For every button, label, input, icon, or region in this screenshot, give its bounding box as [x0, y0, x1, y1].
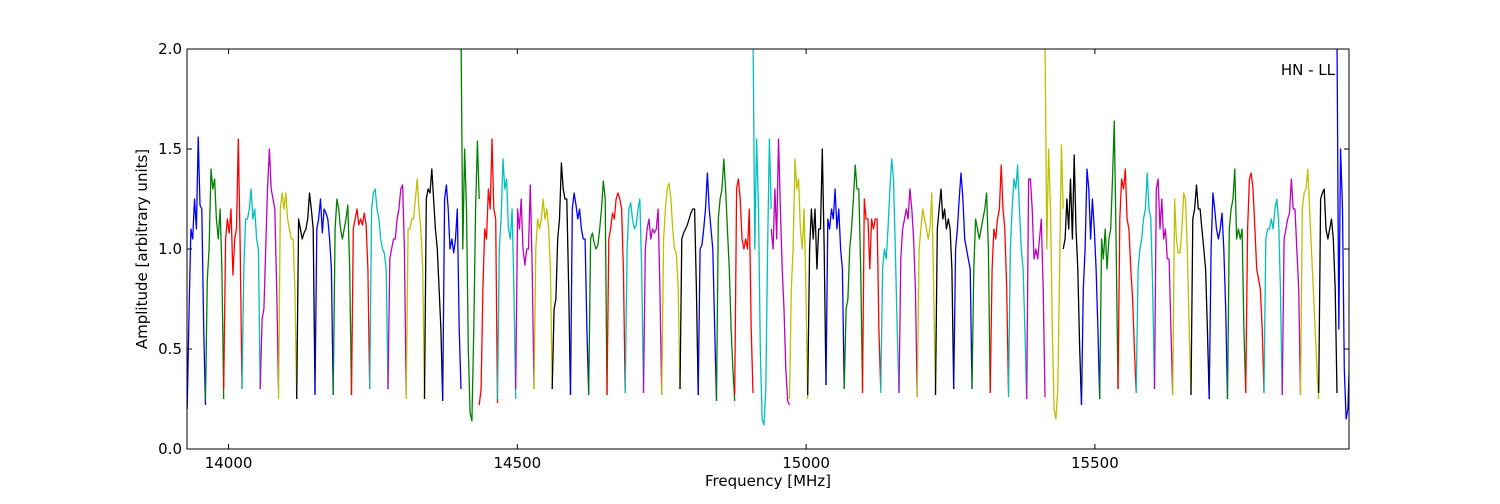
series-segment-16: [478, 138, 499, 406]
series-segment-35: [825, 188, 845, 390]
annotation-label: HN - LL: [1281, 61, 1336, 79]
series-segment-4: [259, 148, 280, 390]
series-segment-2: [223, 138, 243, 390]
y-tick-label: 2.0: [158, 40, 182, 58]
series-segment-15: [460, 49, 480, 422]
series-segment-30: [734, 178, 754, 396]
series-segment-32: [770, 138, 791, 406]
series-segment-56: [1208, 192, 1229, 400]
series-segment-60: [1281, 178, 1302, 396]
x-tick-label: 15500: [1071, 454, 1119, 472]
series-segment-39: [898, 188, 918, 398]
series-segment-58: [1245, 172, 1265, 394]
series-segment-50: [1099, 120, 1119, 400]
series-segment-57: [1226, 168, 1247, 400]
series-segment-37: [861, 198, 882, 394]
series-segment-26: [661, 182, 681, 396]
y-tick-label: 1.0: [158, 240, 182, 258]
series-segment-52: [1135, 172, 1156, 394]
series-segment-41: [934, 188, 955, 396]
series-segment-51: [1117, 168, 1137, 394]
series-segment-18: [515, 184, 535, 390]
series-segment-62: [1318, 188, 1338, 394]
series-segment-34: [807, 148, 827, 396]
x-axis-label: Frequency [MHz]: [705, 472, 831, 490]
series-segment-42: [953, 172, 973, 390]
y-tick-label: 0.0: [158, 440, 182, 458]
y-tick-label: 0.5: [158, 340, 182, 358]
series-segment-49: [1080, 168, 1101, 406]
x-tick-label: 14000: [205, 454, 253, 472]
series-segment-63: [1336, 49, 1349, 420]
series-segment-40: [916, 192, 937, 398]
series-segment-55: [1190, 184, 1210, 400]
series-segment-29: [715, 158, 736, 402]
series-segment-33: [788, 158, 809, 400]
series-segment-13: [423, 168, 444, 402]
series-segment-36: [843, 164, 864, 390]
series-segment-14: [442, 184, 462, 400]
series-segment-54: [1172, 192, 1192, 396]
series-segment-31: [752, 49, 772, 426]
series-segment-24: [624, 198, 645, 394]
series-segment-23: [606, 192, 626, 396]
series-segment-8: [332, 198, 353, 396]
series-segment-1: [204, 168, 225, 400]
series-segment-43: [971, 192, 991, 394]
series-segment-6: [296, 192, 316, 400]
series-segment-59: [1263, 198, 1283, 396]
series-segment-25: [642, 208, 663, 396]
series-segment-19: [533, 198, 553, 390]
series-group: [187, 49, 1349, 426]
series-segment-44: [989, 164, 1010, 394]
x-tick-label: 14500: [493, 454, 541, 472]
series-segment-5: [277, 192, 298, 400]
series-segment-21: [569, 192, 590, 396]
series-segment-20: [551, 162, 572, 396]
axis-ticks: 14000 14500 15000 15500 0.0 0.5 1.0 1.5 2.0: [158, 40, 1349, 472]
x-tick-label: 15000: [782, 454, 830, 472]
series-segment-7: [314, 198, 334, 396]
series-segment-53: [1153, 178, 1174, 396]
series-segment-3: [241, 188, 261, 390]
series-segment-27: [679, 208, 699, 396]
y-axis-label: Amplitude [arbitrary units]: [133, 149, 151, 349]
y-tick-label: 1.5: [158, 140, 182, 158]
series-segment-45: [1007, 164, 1028, 400]
series-segment-46: [1026, 178, 1046, 400]
series-segment-9: [350, 208, 371, 396]
series-segment-61: [1299, 168, 1320, 400]
series-segment-10: [369, 188, 389, 390]
series-segment-28: [697, 172, 718, 402]
series-segment-38: [880, 158, 900, 394]
series-segment-12: [405, 178, 426, 400]
series-segment-48: [1062, 154, 1083, 406]
series-segment-11: [387, 184, 407, 396]
series-segment-22: [588, 180, 608, 396]
series-segment-17: [496, 158, 517, 400]
series-segment-47: [1044, 49, 1064, 420]
series-segment-0: [187, 136, 207, 410]
